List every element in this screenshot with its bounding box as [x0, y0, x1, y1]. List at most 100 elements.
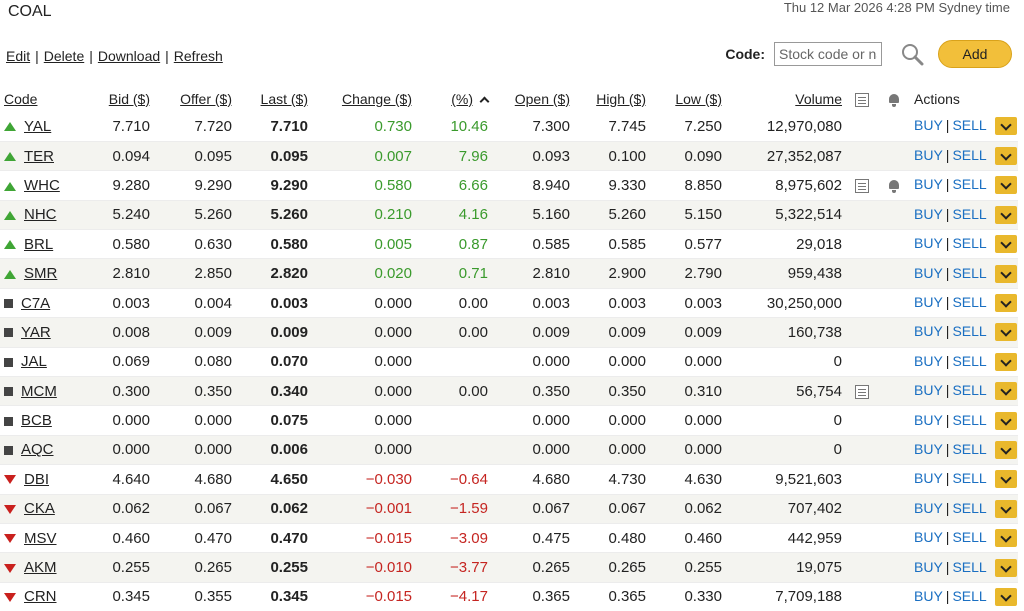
bid-cell: 0.345 — [100, 582, 154, 611]
col-header-offer[interactable]: Offer ($) — [180, 91, 232, 107]
stock-code-input[interactable] — [774, 42, 882, 66]
buy-link[interactable]: BUY — [914, 411, 943, 428]
buy-link[interactable]: BUY — [914, 558, 943, 575]
edit-link[interactable]: Edit — [6, 48, 31, 64]
col-header-pct[interactable]: (%) — [416, 86, 492, 112]
buy-link[interactable]: BUY — [914, 470, 943, 487]
stock-code-link[interactable]: TER — [24, 147, 54, 165]
sell-link[interactable]: SELL — [952, 352, 987, 369]
chevron-down-icon[interactable] — [994, 205, 1017, 224]
stock-code-link[interactable]: MSV — [24, 529, 57, 547]
search-icon[interactable] — [900, 42, 924, 66]
sell-link[interactable]: SELL — [952, 147, 987, 164]
chevron-down-icon[interactable] — [994, 176, 1017, 195]
buy-link[interactable]: BUY — [914, 440, 943, 457]
pct-change-cell: 0.87 — [416, 229, 492, 260]
chevron-down-icon[interactable] — [994, 264, 1017, 283]
stock-code-link[interactable]: BCB — [21, 412, 52, 430]
col-header-low[interactable]: Low ($) — [675, 91, 722, 107]
col-header-change[interactable]: Change ($) — [341, 91, 412, 107]
buy-link[interactable]: BUY — [914, 264, 943, 281]
actions-cell: BUY | SELL — [910, 552, 1018, 583]
refresh-link[interactable]: Refresh — [173, 48, 223, 64]
add-button[interactable]: Add — [938, 40, 1012, 68]
buy-link[interactable]: BUY — [914, 529, 943, 546]
chevron-down-icon[interactable] — [994, 117, 1017, 136]
high-cell: 0.350 — [574, 376, 650, 407]
sell-link[interactable]: SELL — [952, 529, 987, 546]
stock-code-link[interactable]: AKM — [24, 559, 57, 577]
buy-link[interactable]: BUY — [914, 323, 943, 340]
download-link[interactable]: Download — [97, 48, 161, 64]
col-header-code[interactable]: Code — [4, 91, 38, 107]
chevron-down-icon[interactable] — [994, 587, 1017, 606]
sell-link[interactable]: SELL — [952, 470, 987, 487]
col-header-volume[interactable]: Volume — [795, 91, 842, 107]
chevron-down-icon[interactable] — [994, 470, 1017, 489]
sell-link[interactable]: SELL — [952, 235, 987, 252]
sell-link[interactable]: SELL — [952, 294, 987, 311]
sell-link[interactable]: SELL — [952, 323, 987, 340]
buy-link[interactable]: BUY — [914, 205, 943, 222]
sell-link[interactable]: SELL — [952, 205, 987, 222]
chevron-down-icon[interactable] — [994, 294, 1017, 313]
buy-link[interactable]: BUY — [914, 176, 943, 193]
stock-code-link[interactable]: MCM — [21, 382, 57, 400]
stock-code-link[interactable]: YAL — [24, 117, 52, 135]
stock-code-link[interactable]: DBI — [24, 470, 50, 488]
stock-code-link[interactable]: AQC — [21, 441, 54, 459]
stock-code-link[interactable]: C7A — [21, 294, 51, 312]
stock-code-link[interactable]: WHC — [24, 176, 60, 194]
trend-up-icon — [4, 269, 16, 279]
buy-link[interactable]: BUY — [914, 147, 943, 164]
volume-cell: 5,322,514 — [726, 200, 846, 231]
code-search-bar: Code: Add — [725, 40, 1012, 68]
col-header-high[interactable]: High ($) — [596, 91, 646, 107]
stock-code-link[interactable]: BRL — [24, 235, 54, 253]
buy-link[interactable]: BUY — [914, 294, 943, 311]
stock-code-link[interactable]: YAR — [21, 323, 51, 341]
delete-link[interactable]: Delete — [43, 48, 85, 64]
sell-link[interactable]: SELL — [952, 176, 987, 193]
chevron-down-icon[interactable] — [994, 352, 1017, 371]
sell-link[interactable]: SELL — [952, 382, 987, 399]
chevron-down-icon[interactable] — [994, 558, 1017, 577]
chevron-down-icon[interactable] — [994, 441, 1017, 459]
open-cell: 0.585 — [492, 229, 574, 260]
buy-link[interactable]: BUY — [914, 382, 943, 399]
buy-link[interactable]: BUY — [914, 352, 943, 369]
chevron-down-icon[interactable] — [994, 147, 1017, 166]
sell-link[interactable]: SELL — [952, 440, 987, 457]
bell-icon[interactable] — [887, 179, 901, 193]
chevron-down-icon[interactable] — [994, 411, 1017, 430]
buy-link[interactable]: BUY — [914, 117, 943, 134]
note-icon[interactable] — [855, 384, 869, 399]
chevron-down-icon[interactable] — [994, 529, 1017, 548]
sell-link[interactable]: SELL — [952, 264, 987, 281]
col-header-open[interactable]: Open ($) — [514, 91, 570, 107]
stock-code-link[interactable]: CKA — [24, 500, 55, 518]
chevron-down-icon[interactable] — [994, 323, 1017, 342]
stock-code-link[interactable]: SMR — [24, 265, 58, 283]
stock-code-link[interactable]: NHC — [24, 206, 57, 224]
sell-link[interactable]: SELL — [952, 411, 987, 428]
chevron-down-icon[interactable] — [994, 382, 1017, 401]
col-header-last[interactable]: Last ($) — [260, 91, 308, 107]
buy-link[interactable]: BUY — [914, 587, 943, 604]
actions-cell: BUY | SELL — [910, 317, 1018, 348]
chevron-down-icon[interactable] — [994, 499, 1017, 518]
buy-link[interactable]: BUY — [914, 235, 943, 252]
pct-change-cell: −1.59 — [416, 494, 492, 524]
code-cell: YAL — [0, 112, 100, 142]
col-header-bid[interactable]: Bid ($) — [108, 91, 150, 107]
sell-link[interactable]: SELL — [952, 558, 987, 575]
stock-code-link[interactable]: JAL — [21, 353, 47, 371]
stock-code-link[interactable]: CRN — [24, 588, 57, 606]
sell-link[interactable]: SELL — [952, 117, 987, 134]
note-icon[interactable] — [855, 179, 869, 193]
buy-link[interactable]: BUY — [914, 499, 943, 516]
sell-link[interactable]: SELL — [952, 499, 987, 516]
chevron-down-icon[interactable] — [994, 235, 1017, 254]
code-cell: TER — [0, 141, 100, 172]
sell-link[interactable]: SELL — [952, 587, 987, 604]
